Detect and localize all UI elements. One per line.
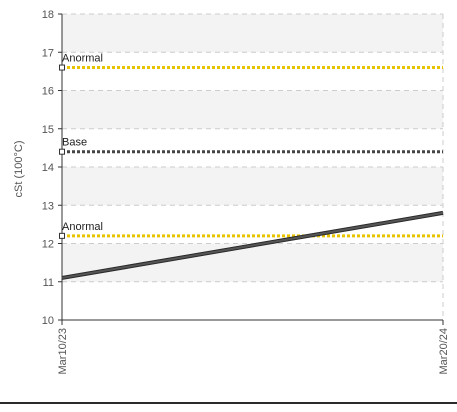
reference-label: Anormal [62,221,103,233]
background-band [62,243,443,282]
series-line [61,211,444,279]
y-axis-title: cSt (100°C) [13,141,25,198]
bottom-divider [0,402,457,404]
data-series [61,210,444,280]
reference-marker [59,232,65,239]
x-tick-label: Mar10/23 [57,328,69,374]
x-tick-label: Mar20/24 [438,328,450,374]
y-tick-label: 17 [42,47,54,59]
y-tick-label: 12 [42,239,54,251]
y-tick-label: 14 [42,162,54,174]
y-tick-label: 18 [42,9,54,21]
background-bands [62,14,443,282]
reference-marker [59,148,65,155]
background-band [62,90,443,129]
background-band [62,14,443,53]
gridlines [61,13,444,321]
y-tick-label: 10 [42,315,54,327]
y-tick-label: 13 [42,200,54,212]
reference-lines: Anormal Base Anormal [59,53,443,239]
y-tick-label: 16 [42,86,54,98]
y-tick-label: 15 [42,124,54,136]
reference-marker [59,64,65,71]
background-band [62,167,443,206]
tick-labels: 10 11 12 13 14 15 16 17 18 Mar10/23 Mar20/24 [42,9,450,374]
reference-label: Base [62,137,87,149]
y-tick-label: 11 [43,277,54,289]
reference-label: Anormal [62,53,103,65]
